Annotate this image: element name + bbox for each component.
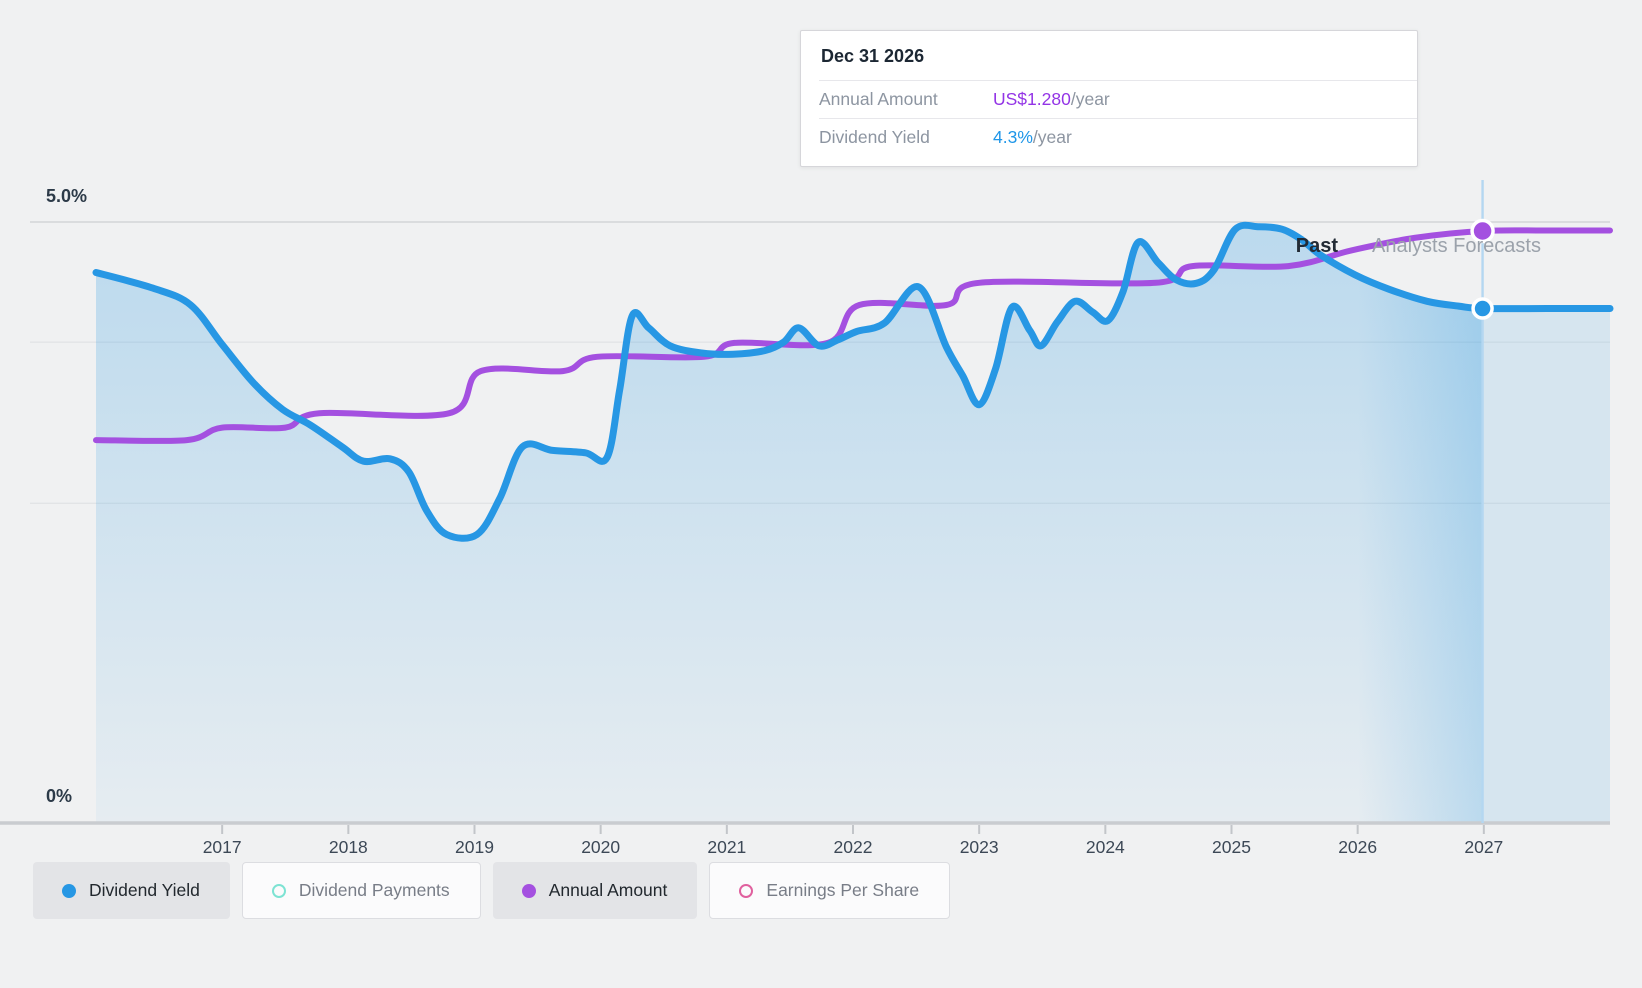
legend-filled-dot-icon <box>521 883 536 898</box>
x-axis-tick-label: 2027 <box>1464 837 1503 857</box>
legend-hollow-dot-icon <box>739 883 754 898</box>
legend-toggle-dividend-yield[interactable]: Dividend Yield <box>33 862 230 919</box>
past-region-label: Past <box>1295 235 1338 257</box>
legend-label: Dividend Payments <box>298 880 450 900</box>
annual-amount-marker[interactable] <box>1470 218 1495 244</box>
dividend-yield-marker[interactable] <box>1471 297 1494 320</box>
tooltip-row-annual-amount: Annual Amount US$1.280/year <box>819 80 1417 118</box>
x-axis-tick-label: 2026 <box>1338 837 1377 857</box>
tooltip-annual-amount-values: US$1.280/year <box>993 89 1110 110</box>
dividend-yield-area-past <box>96 225 1483 823</box>
chart-legend: Dividend Yield Dividend Payments Annual Am… <box>33 862 951 919</box>
legend-toggle-dividend-payments[interactable]: Dividend Payments <box>241 862 481 919</box>
chart-tooltip: Dec 31 2026 Annual Amount US$1.280/year … <box>800 30 1418 167</box>
tooltip-dividend-yield-value: 4.3% <box>993 127 1033 147</box>
tooltip-dividend-yield-suffix: /year <box>1032 127 1072 147</box>
x-axis-tick-label: 2022 <box>834 837 873 857</box>
tooltip-annual-amount-value: US$1.280 <box>993 89 1071 109</box>
dividend-yield-area-forecast-tail <box>1482 308 1610 823</box>
x-axis-tick-label: 2021 <box>707 837 746 857</box>
tooltip-dividend-yield-label: Dividend Yield <box>819 127 930 147</box>
tooltip-row-dividend-yield: Dividend Yield 4.3%/year <box>819 118 1417 156</box>
dividend-yield-line <box>92 221 1614 542</box>
tooltip-annual-amount-label: Annual Amount <box>819 89 938 109</box>
legend-label: Dividend Yield <box>89 880 200 900</box>
y-axis-label-min: 0% <box>46 786 73 806</box>
x-axis-tick-label: 2020 <box>581 837 620 857</box>
x-axis-tick-label: 2017 <box>203 837 242 857</box>
x-axis-tick-label: 2023 <box>960 837 999 857</box>
legend-label: Annual Amount <box>548 880 668 900</box>
x-axis-tick-label: 2019 <box>455 837 494 857</box>
legend-filled-dot-icon <box>62 883 76 898</box>
tooltip-annual-amount-suffix: /year <box>1070 89 1110 109</box>
tooltip-date: Dec 31 2026 <box>821 46 925 66</box>
legend-hollow-dot-icon <box>271 883 286 898</box>
analysts-forecasts-label: Analysts Forecasts <box>1372 235 1541 257</box>
x-axis-tick-label: 2025 <box>1212 837 1251 857</box>
x-axis-tick-label: 2024 <box>1086 837 1125 857</box>
y-axis-label-max: 5.0% <box>46 186 88 206</box>
legend-label: Earnings Per Share <box>766 880 920 900</box>
legend-toggle-annual-amount[interactable]: Annual Amount <box>492 862 698 919</box>
hover-guide-line <box>1481 180 1484 823</box>
x-axis-tick-label: 2018 <box>329 837 368 857</box>
forecast-band-overlay <box>1357 276 1483 823</box>
tooltip-dividend-yield-values: 4.3%/year <box>993 127 1072 148</box>
legend-toggle-earnings-per-share[interactable]: Earnings Per Share <box>709 862 951 919</box>
